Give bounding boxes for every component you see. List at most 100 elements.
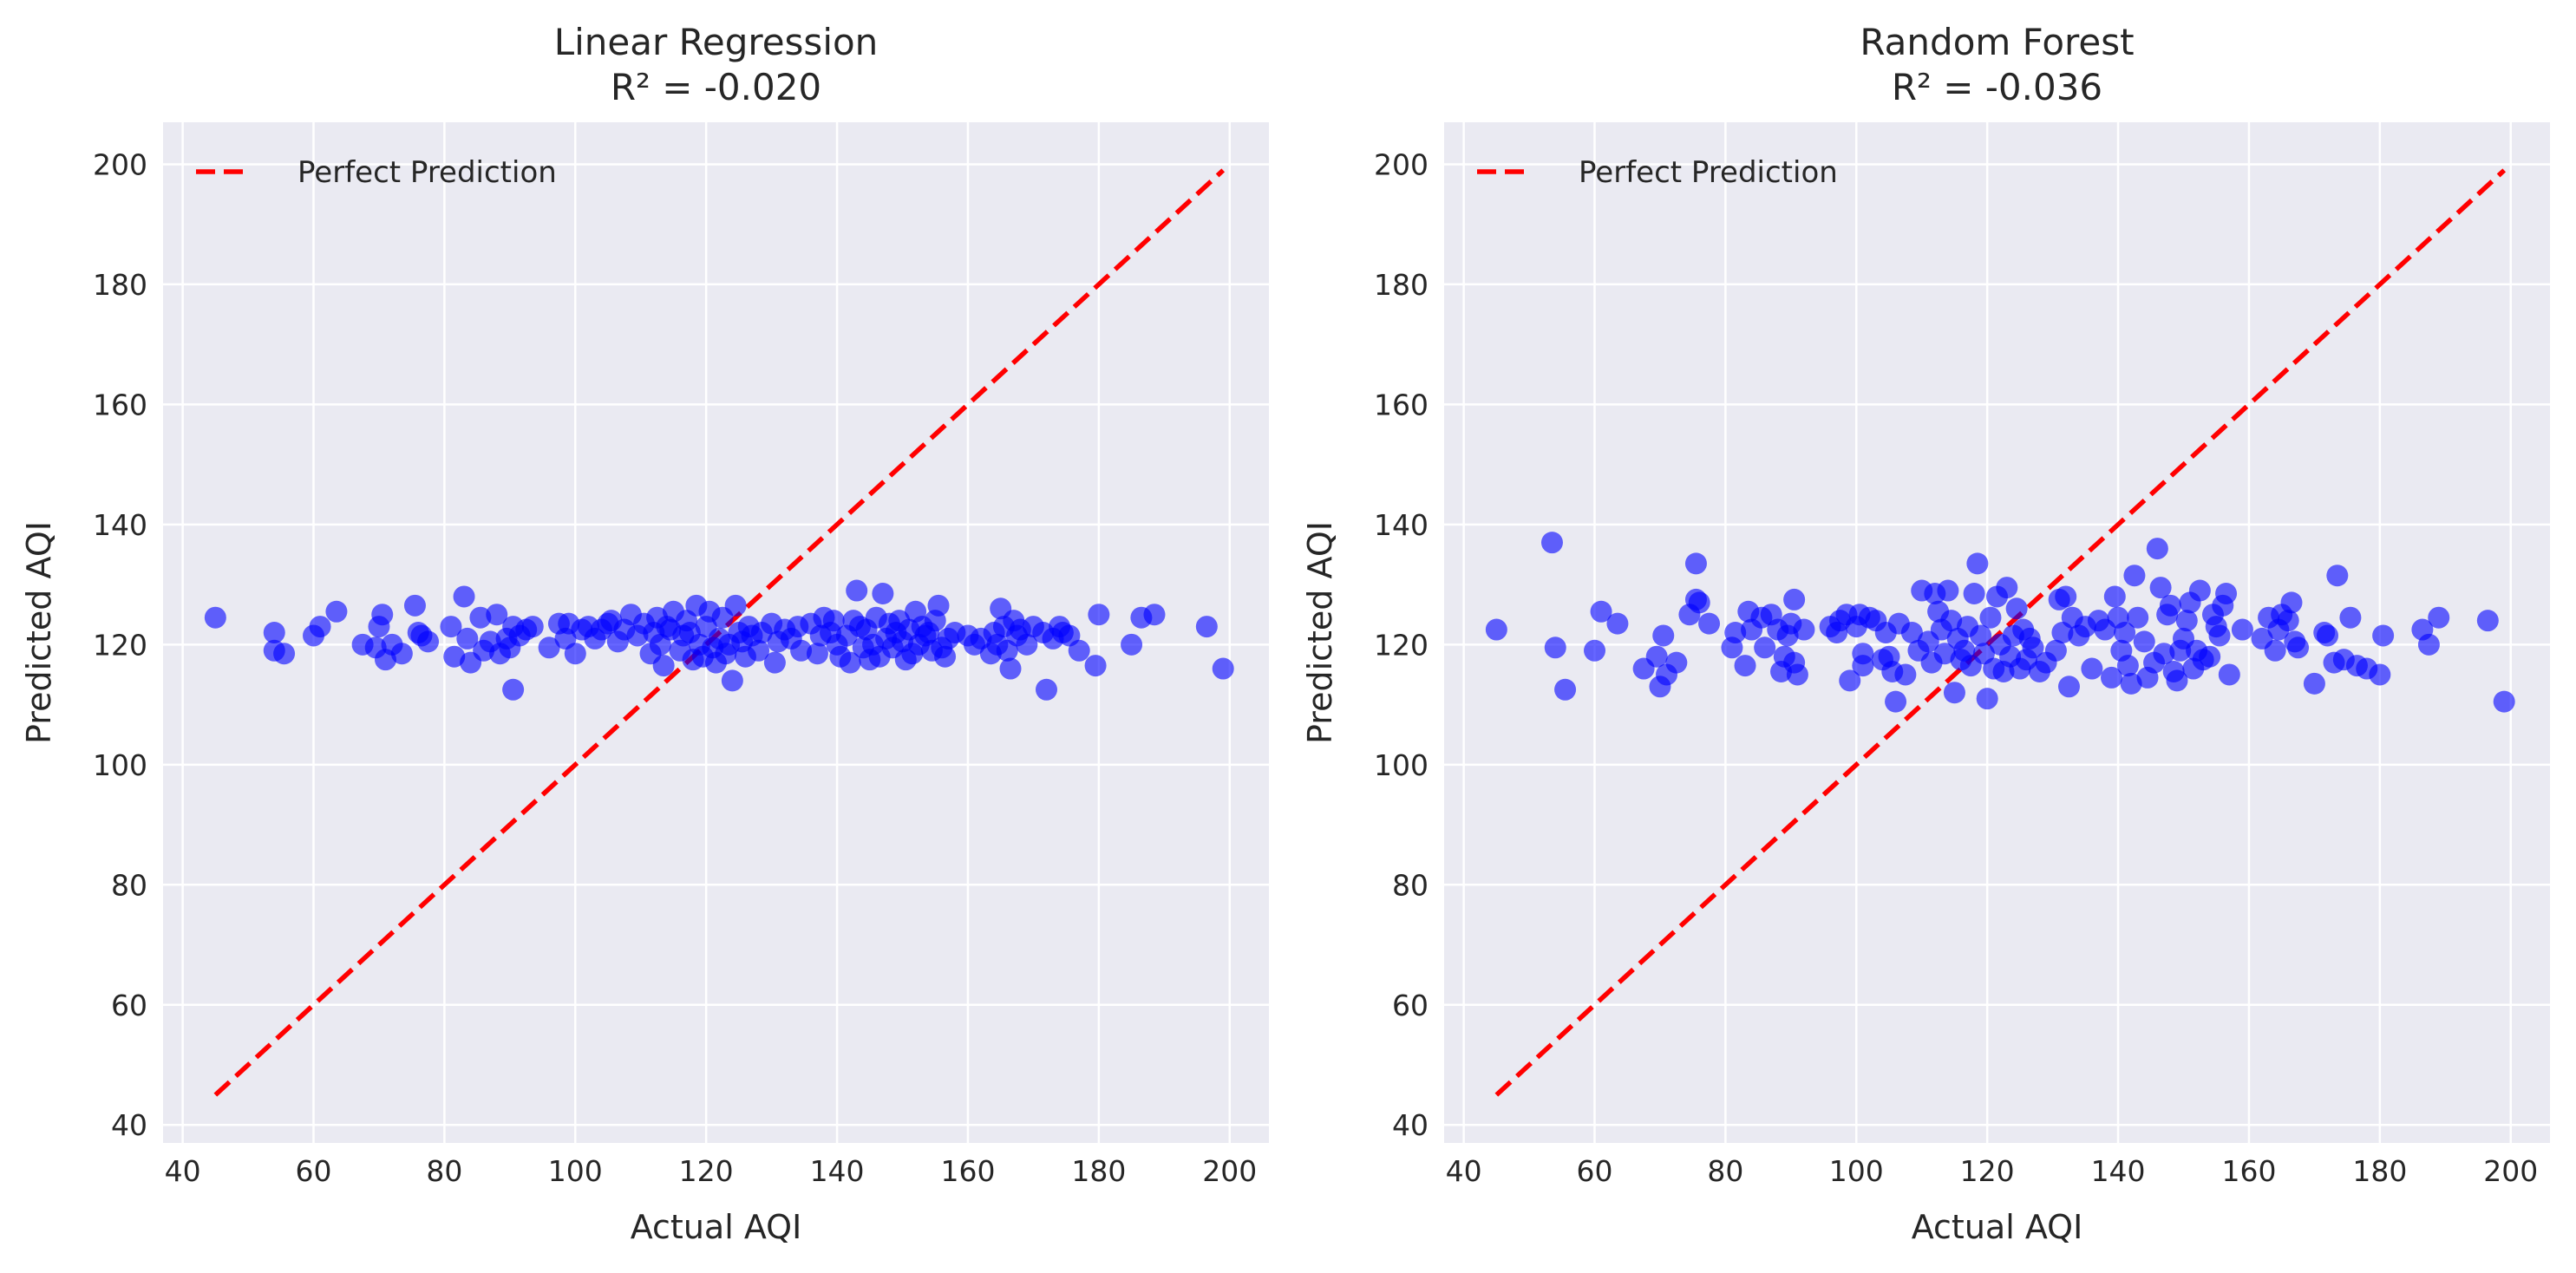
scatter-point — [790, 639, 813, 662]
scatter-point — [2287, 636, 2310, 659]
scatter-point — [1665, 651, 1688, 674]
scatter-point — [2166, 669, 2188, 692]
scatter-point — [2218, 663, 2240, 686]
x-tick-label: 60 — [296, 1154, 332, 1188]
y-tick-label: 100 — [93, 748, 147, 782]
scatter-point — [2022, 636, 2044, 659]
scatter-point — [440, 616, 462, 638]
scatter-point — [1966, 552, 1989, 575]
scatter-point — [1035, 678, 1057, 701]
scatter-point — [1684, 552, 1707, 575]
scatter-point — [1016, 633, 1038, 656]
x-tick-label: 120 — [679, 1154, 734, 1188]
scatter-point — [2372, 624, 2395, 647]
scatter-point — [443, 645, 466, 668]
panel-random-forest: 40 60 80 100 120 140 160 180 200 40 60 80 100 120 140… — [1301, 21, 2550, 1246]
scatter-point — [1937, 579, 1959, 602]
y-tick-label: 160 — [93, 388, 147, 421]
y-tick-label: 200 — [93, 147, 147, 181]
y-tick-label: 140 — [1374, 508, 1429, 542]
x-tick-label: 100 — [1829, 1154, 1884, 1188]
scatter-point — [2199, 645, 2221, 668]
scatter-point — [2208, 624, 2231, 647]
x-tick-label: 60 — [1577, 1154, 1613, 1188]
scatter-point — [2277, 610, 2299, 632]
scatter-point — [403, 594, 426, 617]
scatter-point — [1195, 616, 1218, 638]
scatter-point — [2339, 606, 2362, 629]
scatter-point — [2149, 577, 2172, 599]
scatter-point — [371, 604, 394, 626]
scatter-point — [2280, 591, 2303, 614]
scatter-point — [1852, 643, 1874, 665]
scatter-point — [2057, 676, 2080, 698]
scatter-point — [934, 645, 957, 668]
x-tick-label: 80 — [1707, 1154, 1743, 1188]
scatter-point — [2133, 630, 2155, 653]
scatter-point — [2081, 657, 2103, 680]
scatter-point — [390, 643, 413, 665]
scatter-point — [564, 643, 586, 665]
scatter-point — [1698, 612, 1721, 635]
scatter-point — [2116, 655, 2139, 677]
scatter-point — [2493, 690, 2515, 713]
y-axis-label: Predicted AQI — [20, 521, 58, 744]
scatter-point — [1121, 633, 1143, 656]
scatter-point — [2326, 565, 2349, 587]
x-tick-label: 120 — [1960, 1154, 2015, 1188]
perfect-prediction-line-path — [1494, 168, 2507, 1097]
scatter-point — [1688, 591, 1710, 614]
scatter-point — [1554, 678, 1577, 701]
x-tick-label: 160 — [940, 1154, 995, 1188]
scatter-point — [1544, 636, 1566, 659]
panel-linear-regression: 40 60 80 100 120 140 160 180 200 40 60 80 100 120 140… — [20, 21, 1269, 1246]
y-tick-label: 80 — [1392, 868, 1429, 902]
scatter-point — [486, 604, 508, 626]
y-tick-label: 160 — [1374, 388, 1429, 421]
scatter-point — [2159, 594, 2181, 617]
scatter-point — [2127, 606, 2149, 629]
scatter-point — [2005, 597, 2028, 620]
scatter-point — [2215, 582, 2238, 604]
chart-subtitle: R² = -0.020 — [611, 66, 821, 108]
scatter-point — [1068, 639, 1090, 662]
scatter-point — [999, 657, 1022, 680]
scatter-point — [2264, 639, 2286, 662]
scatter-point — [2188, 579, 2211, 602]
scatter-point — [748, 639, 770, 662]
scatter-point — [2101, 666, 2123, 689]
scatter-point — [2153, 643, 2175, 665]
scatter-point — [538, 636, 560, 659]
scatter-point — [1976, 688, 1998, 710]
scatter-point — [1724, 622, 1747, 643]
y-tick-labels: 40 60 80 100 120 140 160 180 200 — [1374, 147, 1429, 1142]
scatter-point — [502, 678, 525, 701]
scatter-point — [2055, 585, 2077, 608]
x-axis-label: Actual AQI — [1912, 1208, 2083, 1246]
scatter-point — [2103, 585, 2126, 608]
scatter-points — [204, 579, 1234, 701]
scatter-point — [1783, 588, 1806, 610]
legend: Perfect Prediction — [196, 155, 557, 190]
scatter-point — [1900, 622, 1923, 643]
scatter-point — [325, 600, 348, 623]
chart-title: Linear Regression — [554, 21, 879, 63]
scatter-point — [1894, 663, 1917, 686]
x-tick-label: 100 — [548, 1154, 603, 1188]
scatter-point — [1212, 657, 1234, 680]
scatter-point — [1970, 624, 1992, 647]
x-tick-label: 140 — [810, 1154, 865, 1188]
scatter-point — [2120, 672, 2142, 695]
scatter-point — [839, 651, 861, 674]
scatter-point — [1645, 645, 1668, 668]
scatter-point — [872, 582, 894, 604]
scatter-point — [2123, 565, 2146, 587]
y-tick-label: 80 — [111, 868, 147, 902]
scatter-point — [2316, 624, 2338, 647]
x-tick-label: 160 — [2221, 1154, 2276, 1188]
scatter-point — [1933, 643, 1956, 665]
x-tick-label: 40 — [165, 1154, 201, 1188]
x-axis-label: Actual AQI — [631, 1208, 802, 1246]
x-tick-label: 180 — [2352, 1154, 2407, 1188]
scatter-point — [1754, 636, 1776, 659]
